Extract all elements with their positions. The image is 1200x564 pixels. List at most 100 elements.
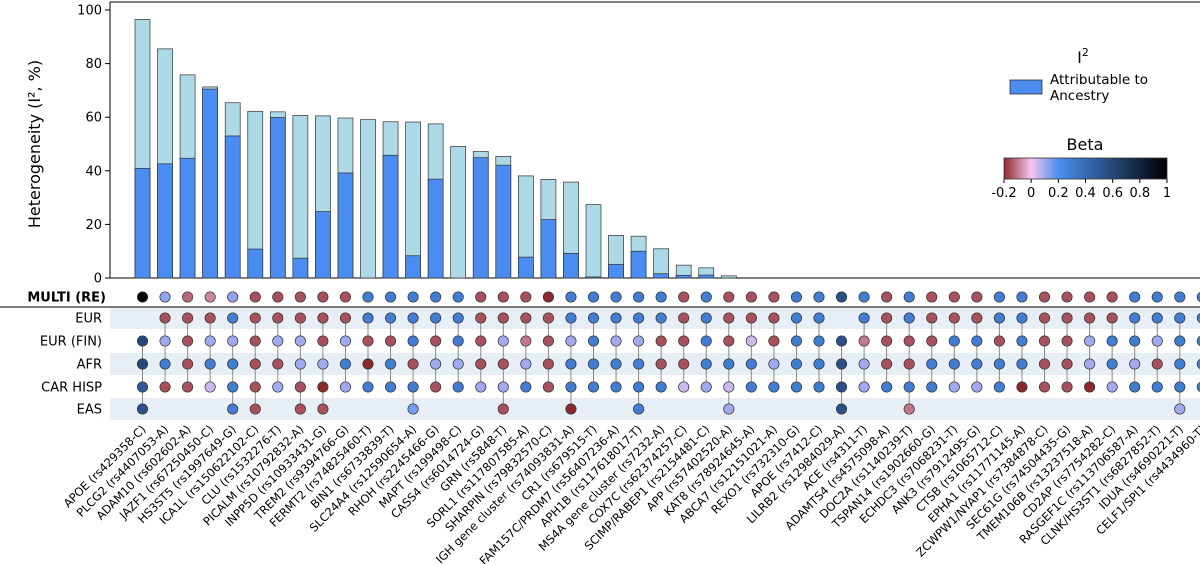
beta-dot [993,335,1005,347]
beta-dot [317,312,329,324]
beta-dot [384,381,397,393]
bar-ancestry-i2 [157,163,173,279]
beta-dot [971,358,983,370]
beta-dot [272,335,284,347]
beta-dot [249,403,261,415]
beta-dot [1016,291,1028,303]
beta-dot [542,335,554,347]
beta-dot [227,335,239,347]
beta-dot [813,335,825,347]
beta-dot [610,358,622,370]
beta-dot [768,358,780,370]
beta-dot [294,403,306,415]
beta-dot [227,291,239,303]
beta-dot [272,381,284,393]
beta-dot [1196,358,1200,370]
row-label: EUR [75,312,102,327]
beta-dot [1084,291,1096,303]
beta-dot [903,381,915,393]
beta-dot [1151,312,1163,324]
beta-dot [497,291,509,303]
beta-dot [227,381,239,393]
beta-dot [723,312,735,324]
beta-dot [1174,291,1186,303]
beta-dot [610,291,622,303]
y-tick-label: 80 [85,57,102,72]
ancestry-legend-label-line1: Attributable to [1050,72,1148,88]
i2-legend: I2 Attributable to Ancestry [1009,46,1148,104]
beta-dot [159,291,171,303]
row-label: AFR [77,358,102,373]
bar-ancestry-i2 [202,88,218,279]
beta-dot [587,291,600,303]
beta-dot [339,291,351,303]
beta-dot [520,358,532,370]
beta-dot [903,312,915,324]
beta-dot [1038,335,1051,347]
beta-dot [768,381,780,393]
beta-dot [993,291,1005,303]
beta-dot [768,335,780,347]
beta-dot [475,358,487,370]
bars [134,19,737,279]
beta-dot [1174,403,1186,415]
beta-dot [430,335,442,347]
bar-ancestry-i2 [427,178,444,279]
beta-dot [1129,335,1141,347]
beta-dot [790,312,802,324]
beta-dot [745,358,757,370]
bar-total-i2 [360,119,376,279]
beta-dot [1061,335,1073,347]
beta-dot [655,291,667,303]
beta-dot [700,358,712,370]
beta-dot [678,312,690,324]
beta-dot [565,403,577,415]
beta-dot [1016,312,1028,324]
beta-dot [587,312,600,324]
bar-ancestry-i2 [269,117,286,279]
beta-dot [1129,312,1141,324]
beta-dot [700,312,712,324]
bar-ancestry-i2 [585,276,602,279]
beta-dot [1174,381,1186,393]
beta-dot [407,312,419,324]
beta-dot [971,291,983,303]
bar-ancestry-i2 [472,157,489,279]
bar-ancestry-i2 [382,154,399,279]
beta-dot [813,381,825,393]
beta-dot [610,312,622,324]
beta-dot [633,291,645,303]
beta-dot [542,358,554,370]
colorbar-tick-label: 0.6 [1102,186,1123,201]
beta-dot [1151,381,1163,393]
beta-dot [249,381,261,393]
beta-dot [182,312,194,324]
beta-dot [249,312,261,324]
beta-dot [430,358,442,370]
beta-dot [159,358,171,370]
beta-dot [655,358,667,370]
beta-dot [993,312,1005,324]
beta-legend-title: Beta [1067,135,1104,154]
beta-colorbar [1003,157,1168,180]
beta-dot [948,291,960,303]
beta-dot [587,358,600,370]
beta-dot [136,381,149,393]
beta-dot [610,335,622,347]
beta-dot [430,381,442,393]
beta-dot [678,381,690,393]
beta-dot [768,312,780,324]
beta-dot [294,312,306,324]
colorbar-tick-label: 0 [1027,186,1035,201]
bar-ancestry-i2 [179,157,196,279]
beta-dot [881,358,893,370]
bar-ancestry-i2 [675,274,692,279]
beta-dot [948,358,960,370]
beta-dot [249,291,261,303]
beta-dot [813,358,825,370]
beta-dot [723,403,735,415]
beta-dot [633,312,645,324]
beta-dot [948,335,960,347]
beta-dot [362,312,374,324]
